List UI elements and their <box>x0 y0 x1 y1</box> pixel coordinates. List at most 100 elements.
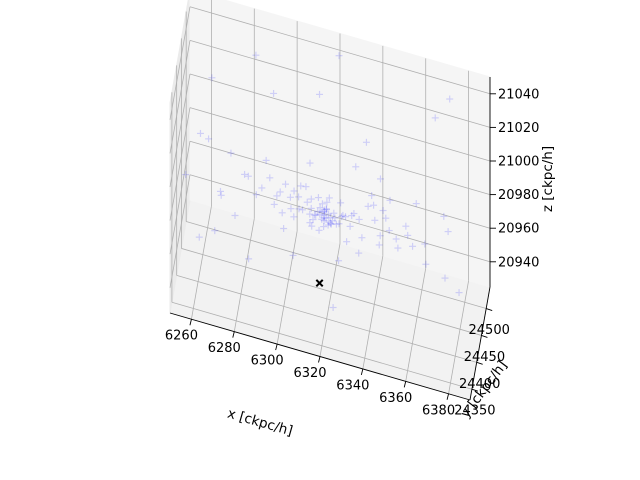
data-point-plus <box>306 219 314 227</box>
data-point-plus <box>422 260 430 268</box>
data-point-plus <box>270 200 278 208</box>
data-point-plus <box>342 213 350 221</box>
data-point-plus <box>327 219 335 227</box>
gridline-z-side <box>169 107 191 221</box>
data-point-plus <box>282 180 290 188</box>
data-point-plus <box>328 217 336 225</box>
data-point-plus <box>311 211 319 219</box>
data-point-plus <box>320 214 328 222</box>
data-point-plus <box>316 204 324 212</box>
data-point-plus <box>306 210 314 218</box>
data-point-plus <box>322 205 330 213</box>
data-point-plus <box>276 188 284 196</box>
data-point-plus <box>295 205 303 213</box>
gridline-z-back <box>189 140 491 229</box>
data-point-plus <box>325 194 333 202</box>
data-point-plus <box>262 156 270 164</box>
data-point-plus <box>290 187 298 195</box>
data-point-plus <box>446 95 454 103</box>
data-point-plus <box>211 227 219 235</box>
data-point-plus <box>343 238 351 246</box>
x-tick-label: 6340 <box>336 378 369 393</box>
data-point-plus <box>346 222 354 230</box>
gridline-z-back <box>189 73 491 162</box>
x-tick-mark <box>446 393 450 400</box>
gridline-x-floor <box>362 255 384 369</box>
data-point-plus <box>286 193 294 201</box>
y-tick-mark <box>476 361 483 365</box>
x-tick-mark <box>189 319 192 326</box>
data-point-plus <box>379 207 387 215</box>
data-point-plus <box>245 255 253 263</box>
data-point-plus <box>327 213 335 221</box>
x-tick-mark <box>275 343 278 351</box>
data-point-plus <box>394 244 402 252</box>
data-point-plus <box>320 223 328 231</box>
gridline-y-floor <box>181 248 482 336</box>
x-tick-label: 6280 <box>208 341 241 356</box>
z-tick-label: 21040 <box>498 87 539 102</box>
x-tick-label: 6380 <box>422 403 455 418</box>
data-point-plus <box>289 251 297 259</box>
data-point-plus <box>325 218 333 226</box>
z-tick-label: 20960 <box>498 222 539 237</box>
data-point-plus <box>385 227 393 235</box>
data-point-plus <box>208 74 216 82</box>
data-point-plus <box>323 205 331 213</box>
gridline-z-side <box>169 141 191 255</box>
y-tick-label: 24350 <box>454 404 495 419</box>
y-tick-label: 24500 <box>469 323 510 338</box>
data-point-plus <box>338 213 346 221</box>
data-point-plus <box>362 138 370 146</box>
data-point-plus <box>217 191 225 199</box>
data-point-plus <box>376 232 384 240</box>
data-point-plus <box>404 231 412 239</box>
x-tick-label: 6300 <box>251 354 284 369</box>
data-point-plus <box>309 216 317 224</box>
data-point-plus <box>329 304 337 312</box>
data-point-plus <box>330 209 338 217</box>
x-tick-mark <box>403 381 407 388</box>
data-point-plus <box>266 174 274 182</box>
data-point-plus <box>412 200 420 208</box>
data-point-plus <box>352 163 360 171</box>
data-point-plus <box>316 210 324 218</box>
data-point-plus <box>327 220 335 228</box>
data-point-plus <box>322 214 330 222</box>
data-point-plus <box>182 171 190 179</box>
gridline-z-side <box>169 174 191 288</box>
axes-grid <box>169 0 491 394</box>
data-point-plus <box>270 89 278 97</box>
pane-left <box>169 0 191 314</box>
z-axis-label: z [ckpc/h] <box>540 146 556 212</box>
data-point-plus <box>421 240 429 248</box>
data-point-plus <box>303 198 311 206</box>
data-point-plus <box>318 215 326 223</box>
data-point-plus <box>323 198 331 206</box>
data-point-plus <box>231 212 239 220</box>
data-point-plus <box>409 242 417 250</box>
x-tick-label: 6260 <box>165 329 198 344</box>
data-point-plus <box>252 191 260 199</box>
data-point-plus <box>318 200 326 208</box>
data-point-plus <box>315 226 323 234</box>
data-point-plus <box>339 211 347 219</box>
gridline-x-floor <box>276 231 298 345</box>
data-point-plus <box>280 225 288 233</box>
axes-ticks: 6260 6280 6300 6320 6340 6360 6380 24350 24400 24… <box>165 87 539 418</box>
x-tick-mark <box>318 356 321 363</box>
gridline-z-back <box>189 107 491 195</box>
data-point-plus <box>335 220 343 228</box>
data-point-plus <box>368 192 376 200</box>
data-point-plus <box>371 216 379 224</box>
data-point-plus <box>196 129 204 137</box>
gridline-z-side <box>169 6 191 120</box>
data-point-plus <box>370 201 378 209</box>
data-point-plus <box>278 209 286 217</box>
data-point-plus <box>252 51 260 59</box>
data-point-plus <box>302 183 310 191</box>
data-point-plus <box>195 233 203 241</box>
data-point-plus <box>205 135 213 143</box>
x-tick-label: 6320 <box>293 366 326 381</box>
data-points <box>182 51 463 312</box>
